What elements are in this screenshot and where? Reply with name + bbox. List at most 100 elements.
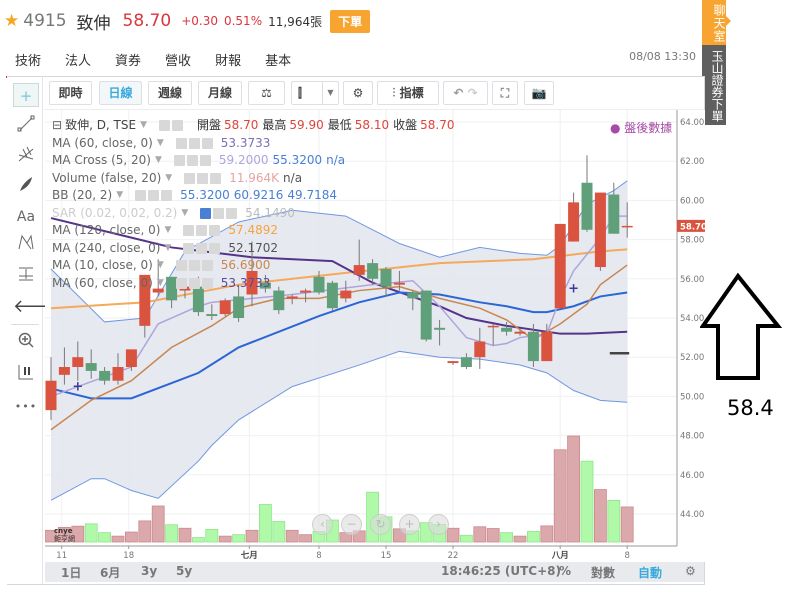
- tab-revenue[interactable]: 營收: [165, 54, 192, 69]
- pitchfork-icon[interactable]: [13, 145, 39, 169]
- chat-room-button[interactable]: 聊天室: [702, 0, 731, 45]
- gear-icon[interactable]: [188, 137, 200, 149]
- ohlc-close-label: 收盤: [393, 118, 418, 132]
- pattern-icon[interactable]: [13, 233, 39, 257]
- chevron-down-icon[interactable]: ▼: [116, 190, 124, 200]
- gear-icon[interactable]: [196, 242, 208, 254]
- collapse-icon[interactable]: ⊟: [52, 118, 63, 132]
- star-icon[interactable]: ★: [4, 11, 20, 31]
- quote-header: ★ 4915 致伸 58.70 +0.30 0.51% 11,964張 下單: [4, 9, 371, 34]
- volume-bar: [513, 535, 527, 543]
- study-value: 56.6900: [220, 258, 271, 272]
- indicators-button[interactable]: ⫶ 指標: [377, 81, 439, 105]
- eye-icon[interactable]: [184, 172, 196, 184]
- gear-icon[interactable]: [148, 190, 160, 202]
- gear-icon[interactable]: [197, 172, 209, 184]
- tab-technical[interactable]: 技術: [6, 47, 51, 78]
- eye-icon[interactable]: [200, 207, 212, 219]
- text-icon[interactable]: Aa: [16, 209, 36, 225]
- chevron-down-icon[interactable]: ▼: [154, 155, 162, 165]
- range-5y[interactable]: 5y: [176, 564, 193, 578]
- eye-icon[interactable]: [183, 242, 195, 254]
- log-toggle[interactable]: 對數: [591, 566, 616, 580]
- close-icon[interactable]: [201, 137, 213, 149]
- range-1d[interactable]: 1日: [61, 566, 82, 580]
- gear-icon[interactable]: [188, 277, 200, 289]
- study-value: 49.7184: [287, 188, 337, 202]
- chevron-down-icon[interactable]: ▼: [322, 82, 338, 104]
- close-icon[interactable]: [210, 172, 222, 184]
- trendline-icon[interactable]: [13, 115, 39, 139]
- arrow-left-icon[interactable]: 🡐: [13, 296, 62, 317]
- monthly-button[interactable]: 月線: [198, 81, 242, 105]
- volume-bar: [272, 521, 286, 543]
- ruler-icon[interactable]: [13, 363, 39, 387]
- measure-icon[interactable]: [13, 265, 39, 289]
- close-icon[interactable]: [161, 190, 173, 202]
- eye-icon[interactable]: [175, 277, 187, 289]
- candle-body: [58, 367, 70, 375]
- after-hours-data[interactable]: ● 盤後數據: [610, 119, 672, 136]
- daily-button[interactable]: 日線: [99, 81, 142, 105]
- gear-icon[interactable]: [188, 260, 200, 272]
- eye-icon[interactable]: [175, 260, 187, 272]
- chevron-down-icon[interactable]: ▼: [164, 242, 172, 253]
- tab-financials[interactable]: 財報: [215, 54, 242, 69]
- weekly-button[interactable]: 週線: [148, 81, 192, 105]
- eye-icon[interactable]: [183, 225, 195, 237]
- chevron-down-icon[interactable]: ▼: [156, 260, 164, 270]
- percent-toggle[interactable]: %: [559, 564, 572, 578]
- volume-bar: [45, 529, 58, 543]
- fullscreen-icon[interactable]: ⛶: [492, 81, 518, 105]
- order-button[interactable]: 下單: [330, 9, 371, 33]
- tab-institutional[interactable]: 法人: [65, 54, 92, 69]
- close-icon[interactable]: [209, 242, 221, 254]
- close-icon[interactable]: [226, 207, 238, 219]
- redo-icon[interactable]: ↷: [467, 86, 478, 100]
- eye-icon[interactable]: [159, 120, 171, 132]
- close-icon[interactable]: [199, 155, 211, 167]
- zoom-out-icon[interactable]: −: [341, 514, 362, 535]
- gear-icon[interactable]: [172, 120, 184, 132]
- chevron-down-icon[interactable]: ▼: [181, 207, 189, 218]
- tab-basic[interactable]: 基本: [265, 54, 292, 69]
- gear-icon[interactable]: [213, 207, 225, 219]
- undo-icon[interactable]: ↶: [453, 86, 464, 100]
- close-icon[interactable]: [201, 260, 213, 272]
- zoom-in-button-icon[interactable]: +: [399, 514, 420, 535]
- close-icon[interactable]: [201, 277, 213, 289]
- settings-gear-icon[interactable]: ⚙: [343, 81, 373, 105]
- realtime-button[interactable]: 即時: [49, 81, 92, 105]
- more-icon[interactable]: •••: [14, 400, 38, 413]
- eye-icon[interactable]: [173, 155, 185, 167]
- chevron-down-icon[interactable]: ▼: [164, 225, 172, 235]
- eye-icon[interactable]: [175, 137, 187, 149]
- gear-icon[interactable]: [196, 225, 208, 237]
- crosshair-icon[interactable]: +: [13, 83, 39, 107]
- price-chart[interactable]: + +44.00 46.00 48.00 50.00 52.00 54.00 56.00 58.…: [45, 110, 705, 562]
- chevron-down-icon[interactable]: ▼: [156, 277, 164, 288]
- chevron-down-icon[interactable]: ▼: [140, 120, 148, 130]
- broker-order-button[interactable]: 玉山證券下單: [702, 45, 726, 125]
- scroll-left-icon[interactable]: ‹: [312, 514, 333, 535]
- chevron-down-icon[interactable]: ▼: [165, 172, 173, 183]
- reset-icon[interactable]: ↻: [370, 514, 391, 535]
- auto-toggle[interactable]: 自動: [638, 566, 663, 580]
- range-6m[interactable]: 6月: [100, 566, 121, 580]
- zoom-in-icon[interactable]: [13, 331, 39, 355]
- brush-icon[interactable]: [13, 175, 39, 199]
- gear-icon[interactable]: [186, 155, 198, 167]
- scroll-right-icon[interactable]: ›: [428, 514, 449, 535]
- settings-icon[interactable]: ⚙: [685, 564, 696, 578]
- compare-icon[interactable]: ⚖: [248, 81, 285, 105]
- tab-bar: 技術 法人 資券 營收 財報 基本: [6, 47, 306, 78]
- volume-bar: [299, 534, 313, 543]
- camera-icon[interactable]: 📷: [524, 81, 554, 105]
- range-3y[interactable]: 3y: [141, 564, 158, 578]
- eye-icon[interactable]: [135, 190, 147, 202]
- quote-datetime: 08/08 13:30: [629, 50, 696, 63]
- tab-margin[interactable]: 資券: [115, 54, 142, 69]
- close-icon[interactable]: [209, 225, 221, 237]
- chart-style-button[interactable]: ⫿ ▼: [291, 81, 339, 105]
- chevron-down-icon[interactable]: ▼: [156, 137, 164, 148]
